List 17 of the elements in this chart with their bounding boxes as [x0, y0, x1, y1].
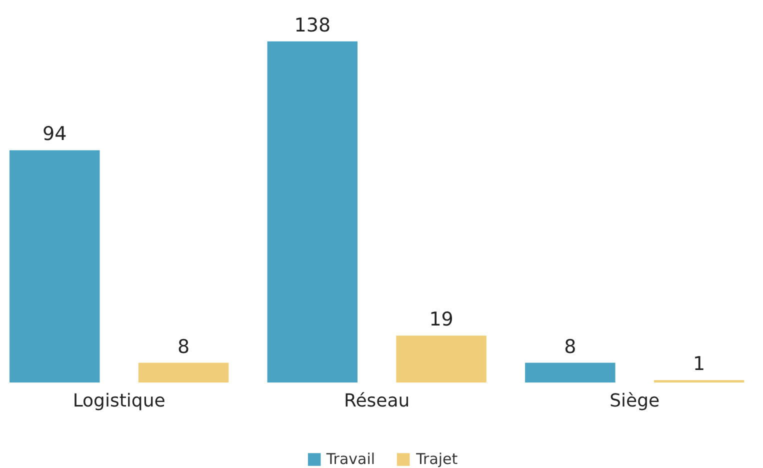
- data-label: 94: [42, 123, 67, 146]
- data-label: 1: [693, 353, 706, 376]
- data-label: 19: [429, 308, 454, 331]
- bar: [138, 362, 229, 383]
- bar: [10, 150, 100, 383]
- bar: [525, 362, 616, 383]
- x-tick-label: Logistique: [72, 390, 166, 412]
- data-label: 138: [294, 14, 331, 36]
- data-label: 8: [564, 336, 576, 358]
- legend-label: Travail: [326, 450, 376, 468]
- bar: [396, 336, 486, 383]
- data-label: 8: [177, 336, 190, 358]
- legend-label: Trajet: [416, 450, 458, 468]
- x-tick-label: Siège: [610, 390, 660, 412]
- x-tick-label: Réseau: [344, 390, 410, 412]
- bar: [267, 41, 358, 383]
- bar: [654, 380, 744, 383]
